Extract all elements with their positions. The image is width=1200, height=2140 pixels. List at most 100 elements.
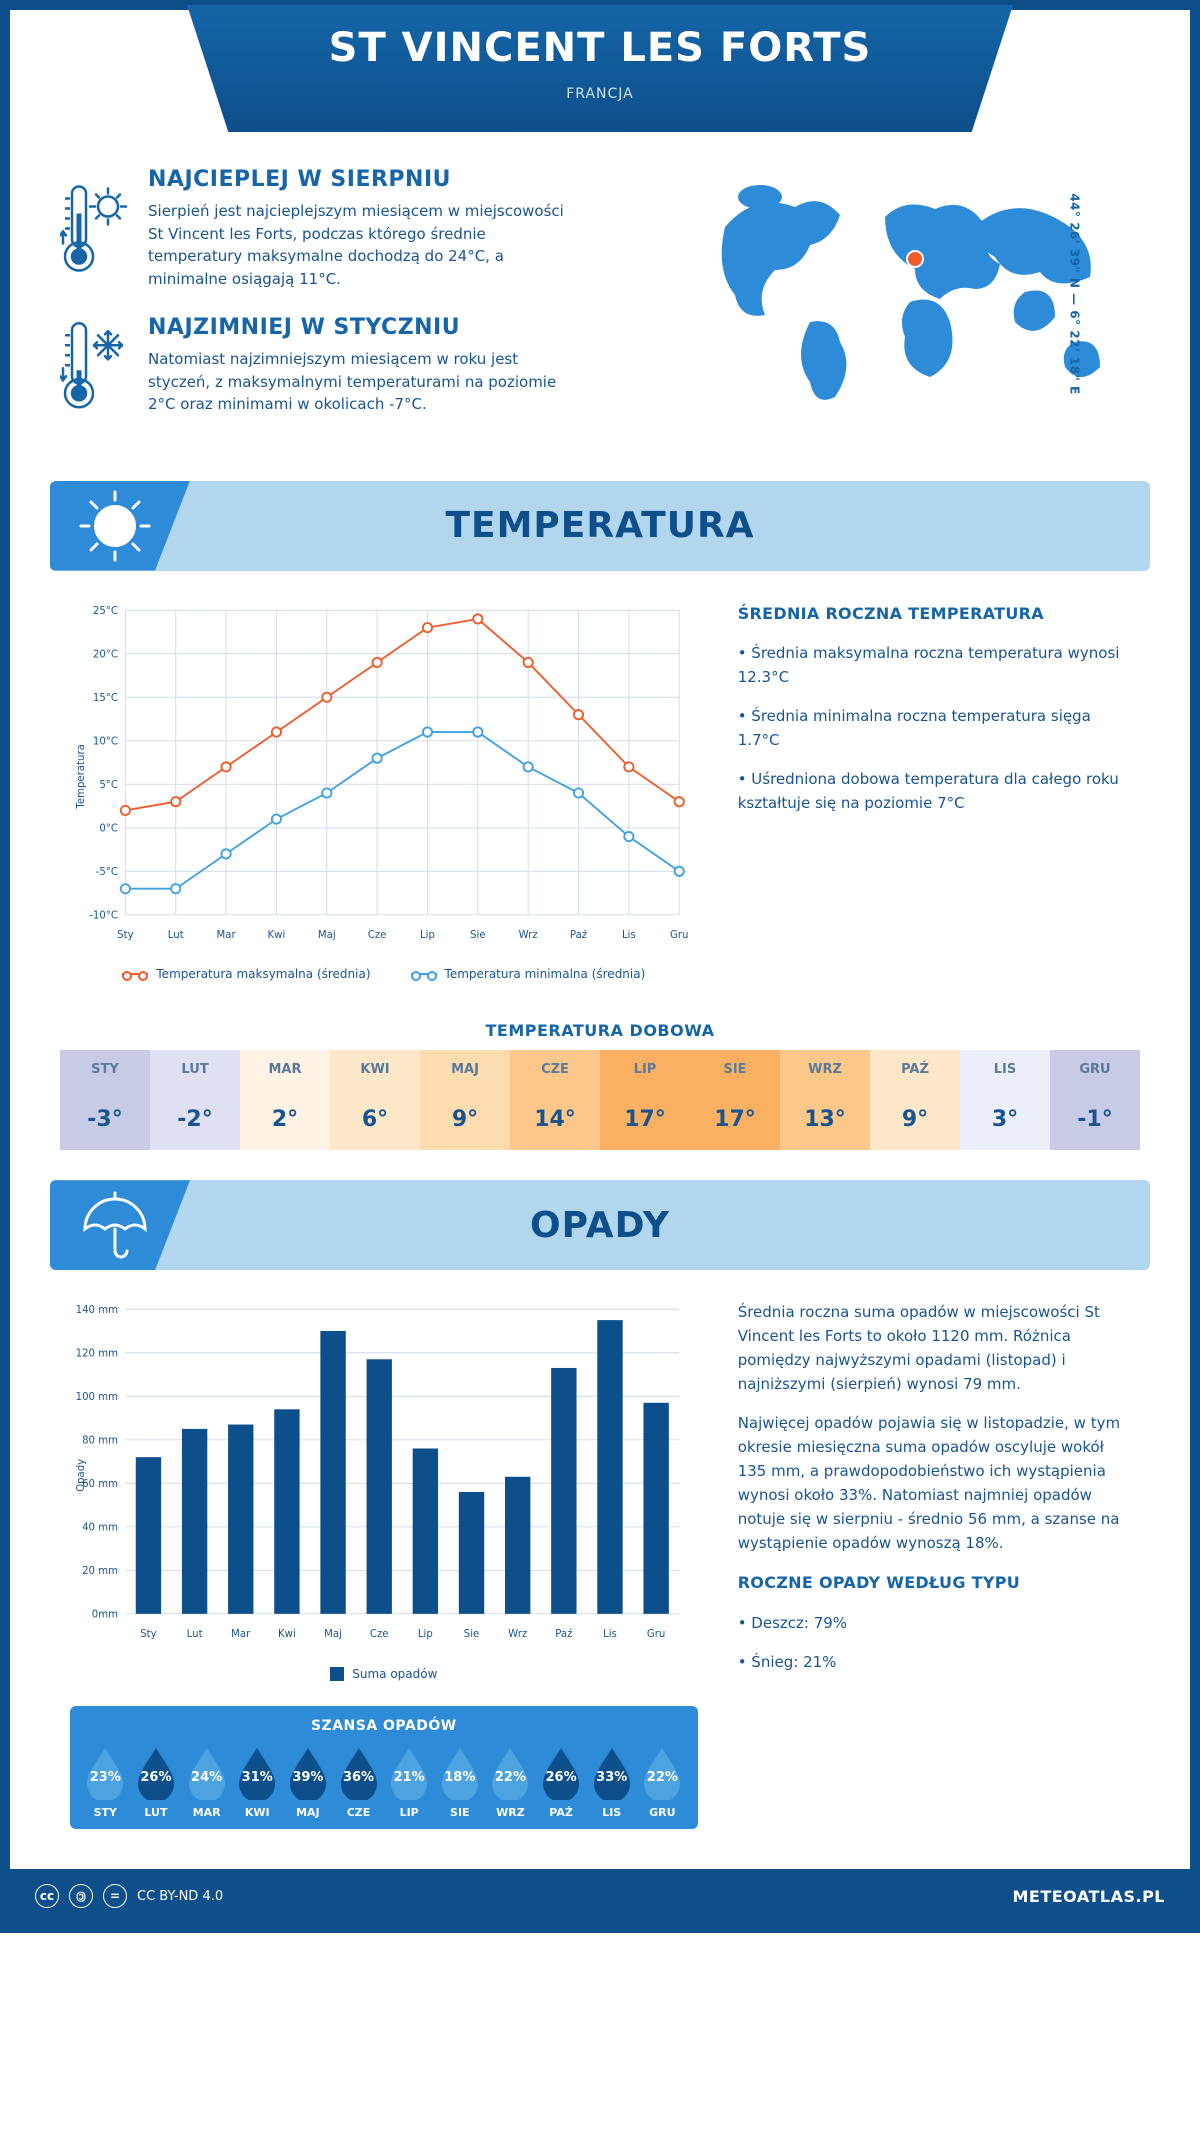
svg-text:Wrz: Wrz xyxy=(508,1629,527,1640)
daily-temp-cell: CZE14° xyxy=(510,1050,600,1150)
svg-text:Gru: Gru xyxy=(647,1629,665,1640)
chance-drop: 21% LIP xyxy=(387,1744,431,1819)
thermometer-snowflake-icon xyxy=(60,315,130,416)
svg-text:120 mm: 120 mm xyxy=(76,1349,118,1360)
umbrella-icon xyxy=(75,1185,155,1265)
fact-hot: NAJCIEPLEJ W SIERPNIU Sierpień jest najc… xyxy=(60,167,650,290)
svg-text:Temperatura: Temperatura xyxy=(76,744,87,809)
svg-text:25°C: 25°C xyxy=(93,605,118,616)
world-map: 44° 26' 39" N — 6° 22' 18" E xyxy=(680,167,1140,421)
footer: cc 🄯 = CC BY-ND 4.0 METEOATLAS.PL xyxy=(10,1869,1190,1923)
svg-text:Sie: Sie xyxy=(470,929,486,940)
precip-type: • Śnieg: 21% xyxy=(738,1650,1130,1674)
thermometer-sun-icon xyxy=(60,167,130,290)
svg-text:Kwi: Kwi xyxy=(268,929,286,940)
daily-temp-cell: SIE17° xyxy=(690,1050,780,1150)
chance-title: SZANSA OPADÓW xyxy=(80,1718,688,1734)
svg-text:140 mm: 140 mm xyxy=(76,1305,118,1316)
chance-drop: 26% LUT xyxy=(134,1744,178,1819)
header-banner: ST VINCENT LES FORTS FRANCJA xyxy=(187,5,1013,132)
svg-text:Wrz: Wrz xyxy=(519,929,538,940)
by-icon: 🄯 xyxy=(69,1884,93,1908)
svg-text:0mm: 0mm xyxy=(92,1610,118,1621)
svg-text:Sty: Sty xyxy=(117,929,133,940)
svg-text:-5°C: -5°C xyxy=(96,867,118,878)
temperature-summary: ŚREDNIA ROCZNA TEMPERATURA • Średnia mak… xyxy=(738,601,1130,982)
daily-temp-strip: STY-3°LUT-2°MAR2°KWI6°MAJ9°CZE14°LIP17°S… xyxy=(60,1050,1140,1150)
fact-cold-title: NAJZIMNIEJ W STYCZNIU xyxy=(148,315,578,340)
legend-precip-label: Suma opadów xyxy=(352,1667,437,1681)
svg-text:Lip: Lip xyxy=(418,1629,433,1640)
daily-temp-title: TEMPERATURA DOBOWA xyxy=(10,1021,1190,1040)
daily-temp-cell: WRZ13° xyxy=(780,1050,870,1150)
sun-icon xyxy=(75,486,155,566)
chance-drop: 26% PAŹ xyxy=(539,1744,583,1819)
legend-min-label: Temperatura minimalna (średnia) xyxy=(445,967,646,981)
daily-temp-cell: LIP17° xyxy=(600,1050,690,1150)
daily-temp-cell: LUT-2° xyxy=(150,1050,240,1150)
svg-text:0°C: 0°C xyxy=(99,823,118,834)
fact-hot-title: NAJCIEPLEJ W SIERPNIU xyxy=(148,167,578,192)
svg-text:20°C: 20°C xyxy=(93,649,118,660)
temp-bullet: • Średnia maksymalna roczna temperatura … xyxy=(738,641,1130,689)
svg-text:Maj: Maj xyxy=(318,929,336,940)
license-label: CC BY-ND 4.0 xyxy=(137,1889,223,1904)
precip-title: OPADY xyxy=(530,1205,670,1246)
precip-summary: Średnia roczna suma opadów w miejscowośc… xyxy=(738,1300,1130,1829)
daily-temp-cell: PAŹ9° xyxy=(870,1050,960,1150)
fact-cold-text: Natomiast najzimniejszym miesiącem w rok… xyxy=(148,348,578,416)
rain-chance-row: SZANSA OPADÓW 23% STY 26% LUT 24% MAR 31… xyxy=(70,1706,698,1829)
temperature-chart: -10°C -5°C 0°C 5°C 10°C 15°C 20°C 25°C Sty Lut Mar… xyxy=(70,601,698,982)
chance-drop: 24% MAR xyxy=(185,1744,229,1819)
page: ST VINCENT LES FORTS FRANCJA xyxy=(0,0,1200,1933)
nd-icon: = xyxy=(103,1884,127,1908)
svg-text:Paź: Paź xyxy=(570,928,587,940)
svg-text:5°C: 5°C xyxy=(99,779,118,790)
svg-text:Lut: Lut xyxy=(168,929,184,940)
chance-drop: 18% SIE xyxy=(438,1744,482,1819)
chance-drop: 23% STY xyxy=(83,1744,127,1819)
precip-type: • Deszcz: 79% xyxy=(738,1611,1130,1635)
daily-temp-cell: MAJ9° xyxy=(420,1050,510,1150)
svg-text:10°C: 10°C xyxy=(93,736,118,747)
svg-text:Lut: Lut xyxy=(187,1629,203,1640)
daily-temp-cell: KWI6° xyxy=(330,1050,420,1150)
coordinates-label: 44° 26' 39" N — 6° 22' 18" E xyxy=(1067,193,1081,394)
precip-p1: Średnia roczna suma opadów w miejscowośc… xyxy=(738,1300,1130,1396)
daily-temp-cell: LIS3° xyxy=(960,1050,1050,1150)
legend-max: Temperatura maksymalna (średnia) xyxy=(122,967,370,981)
svg-text:Opady: Opady xyxy=(76,1459,87,1492)
precip-type-title: ROCZNE OPADY WEDŁUG TYPU xyxy=(738,1570,1130,1596)
svg-text:100 mm: 100 mm xyxy=(76,1392,118,1403)
chance-drop: 22% WRZ xyxy=(488,1744,532,1819)
svg-text:Maj: Maj xyxy=(324,1629,342,1640)
svg-text:Lip: Lip xyxy=(420,929,435,940)
svg-text:-10°C: -10°C xyxy=(89,910,118,921)
svg-text:Mar: Mar xyxy=(231,1629,251,1640)
svg-text:Mar: Mar xyxy=(217,929,237,940)
daily-temp-cell: GRU-1° xyxy=(1050,1050,1140,1150)
svg-text:Gru: Gru xyxy=(670,929,688,940)
svg-text:60 mm: 60 mm xyxy=(82,1479,118,1490)
temp-side-title: ŚREDNIA ROCZNA TEMPERATURA xyxy=(738,601,1130,627)
svg-text:Paź: Paź xyxy=(555,1628,572,1640)
chance-drop: 33% LIS xyxy=(590,1744,634,1819)
legend-precip: Suma opadów xyxy=(330,1667,437,1681)
svg-text:Sie: Sie xyxy=(464,1629,479,1640)
chance-drop: 36% CZE xyxy=(337,1744,381,1819)
temperature-section-header: TEMPERATURA xyxy=(50,481,1150,571)
svg-text:15°C: 15°C xyxy=(93,692,118,703)
precip-section-header: OPADY xyxy=(50,1180,1150,1270)
legend-min: Temperatura minimalna (średnia) xyxy=(411,967,646,981)
svg-text:40 mm: 40 mm xyxy=(82,1523,118,1534)
daily-temp-cell: MAR2° xyxy=(240,1050,330,1150)
temperature-title: TEMPERATURA xyxy=(445,505,754,546)
svg-text:Cze: Cze xyxy=(368,929,387,940)
temp-bullet: • Średnia minimalna roczna temperatura s… xyxy=(738,704,1130,752)
svg-text:Lis: Lis xyxy=(603,1629,617,1640)
daily-temp-cell: STY-3° xyxy=(60,1050,150,1150)
svg-text:Kwi: Kwi xyxy=(278,1629,296,1640)
cc-icon: cc xyxy=(35,1884,59,1908)
svg-text:80 mm: 80 mm xyxy=(82,1436,118,1447)
svg-text:20 mm: 20 mm xyxy=(82,1566,118,1577)
